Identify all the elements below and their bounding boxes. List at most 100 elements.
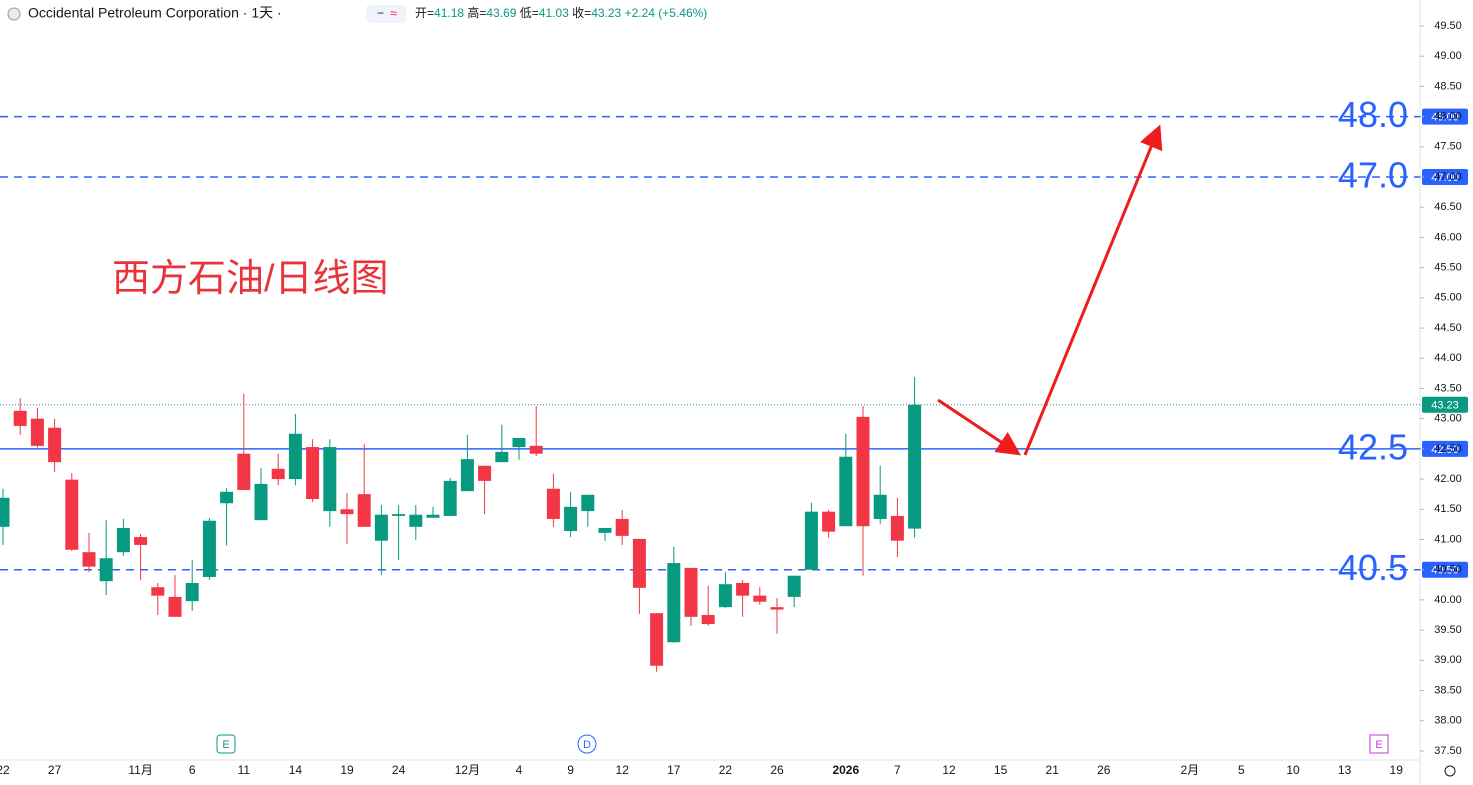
y-tick-label: 49.50	[1434, 20, 1462, 32]
candle-body	[65, 479, 79, 550]
x-tick-label: 4	[516, 763, 523, 777]
candle-body	[357, 494, 371, 527]
y-tick-label: 38.00	[1434, 715, 1462, 727]
x-tick-label: 22	[719, 763, 733, 777]
x-tick-label: 5	[1238, 763, 1245, 777]
badge[interactable]	[366, 5, 406, 23]
y-tick-label: 41.00	[1434, 533, 1462, 545]
x-tick-label: 9	[567, 763, 574, 777]
candle-body	[787, 575, 801, 597]
candle-body	[237, 453, 251, 490]
x-tick-label: 15	[994, 763, 1008, 777]
settings-icon[interactable]	[1444, 765, 1456, 777]
x-tick-label: 24	[392, 763, 406, 777]
candle-body	[30, 418, 44, 446]
y-tick-label: 39.00	[1434, 654, 1462, 666]
level-tag-label: 40.50	[1431, 565, 1459, 577]
candle-body	[271, 468, 285, 480]
candle-body	[254, 483, 268, 521]
levels: 48.0 48.00 47.0 47.00 42.5 42.50 40.5 40.50 43.2…	[0, 94, 1468, 588]
candle-body	[908, 404, 922, 529]
level-label: 48.0	[1338, 94, 1408, 135]
last-price-tag	[1422, 396, 1468, 413]
symbol-icon	[7, 7, 21, 21]
event-label: D	[583, 739, 591, 751]
candle-body	[890, 515, 904, 541]
ohlc-header: 开=41.18 高=43.69 低=41.03 收=43.23 +2.24 (+…	[415, 5, 707, 20]
level-tag	[1422, 440, 1468, 457]
x-tick-label: 2026	[832, 763, 859, 777]
y-tick-label: 41.50	[1434, 503, 1462, 515]
candle-body	[185, 582, 199, 602]
x-tick-label: 12月	[455, 763, 480, 777]
y-tick-label: 42.50	[1434, 443, 1462, 455]
level-label: 42.5	[1338, 426, 1408, 467]
candle-body	[443, 480, 457, 516]
event-marker[interactable]	[577, 734, 597, 754]
candle-body	[822, 511, 836, 532]
y-tick-label: 48.00	[1434, 111, 1462, 123]
chart-title: Occidental Petroleum Corporation · 1天 ·	[28, 5, 282, 21]
event-marker[interactable]	[216, 734, 236, 754]
x-tick-label: 11	[238, 763, 251, 777]
y-tick-label: 39.50	[1434, 624, 1462, 636]
x-tick-label: 26	[770, 763, 784, 777]
candle-body	[839, 456, 853, 527]
candle-body	[770, 607, 784, 610]
annotation: 西方石油/日线图	[112, 258, 389, 300]
arrow-down	[937, 398, 1021, 456]
x-tick-label: 19	[340, 763, 354, 777]
low-value: 41.03	[539, 6, 569, 20]
y-tick-label: 43.00	[1434, 413, 1462, 425]
candle-body	[409, 514, 423, 527]
event-label: E	[222, 739, 229, 751]
candle-body	[684, 567, 698, 617]
close-label: 收=	[572, 6, 591, 20]
candle-body	[529, 445, 543, 454]
candle-body	[460, 459, 474, 492]
y-tick-label: 47.50	[1434, 141, 1462, 153]
x-tick-label: 11月	[128, 763, 152, 777]
candle-body	[306, 447, 320, 500]
candle-body	[323, 447, 337, 512]
high-label: 高=	[467, 5, 486, 20]
level-tag	[1422, 108, 1468, 125]
x-tick-label: 21	[1046, 763, 1060, 777]
y-tick-label: 45.50	[1434, 262, 1462, 274]
event-label: E	[1375, 739, 1382, 751]
x-tick-label: 14	[289, 763, 303, 777]
last-price-tag-label: 43.23	[1431, 400, 1459, 412]
y-tick-label: 44.50	[1434, 322, 1462, 334]
candle-body	[701, 615, 715, 625]
x-tick-label: 12	[616, 763, 630, 777]
x-tick-label: 13	[1338, 763, 1352, 777]
candle-body	[718, 584, 732, 608]
candle-body	[650, 613, 664, 666]
event-marker[interactable]	[1369, 734, 1389, 754]
candle-body	[564, 506, 578, 532]
candle-body	[202, 520, 216, 577]
candle-body	[151, 587, 165, 596]
candle-body	[392, 514, 406, 516]
candle-body	[615, 518, 629, 536]
y-tick-label: 40.50	[1434, 564, 1462, 576]
level-label: 40.5	[1338, 547, 1408, 588]
candle-body	[374, 514, 388, 541]
candle-body	[512, 437, 526, 448]
candle-body	[99, 558, 113, 582]
open-value: 41.18	[434, 6, 464, 20]
level-tag	[1422, 561, 1468, 578]
x-tick-label: 6	[189, 763, 196, 777]
x-tick-label: 17	[667, 763, 681, 777]
y-tick-label: 45.00	[1434, 292, 1462, 304]
candles	[0, 376, 922, 672]
candle-body	[168, 596, 182, 617]
y-tick-label: 42.00	[1434, 473, 1462, 485]
candle-body	[220, 491, 234, 504]
candle-body	[478, 465, 492, 481]
y-tick-label: 38.50	[1434, 684, 1462, 696]
candle-body	[340, 509, 354, 515]
